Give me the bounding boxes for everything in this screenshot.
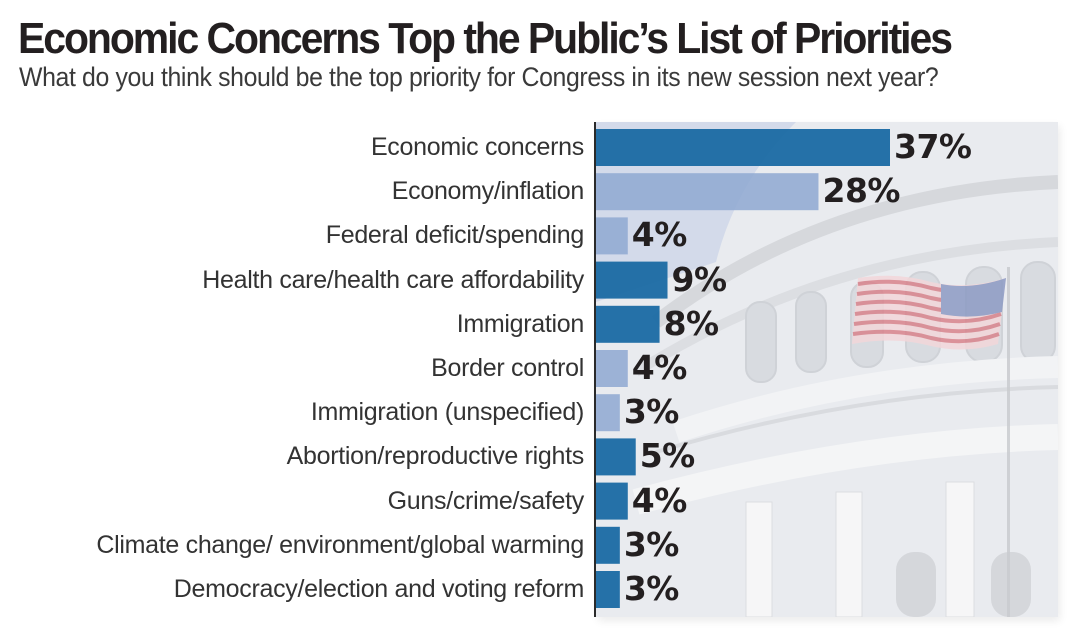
value-label: 4% <box>631 348 688 387</box>
y-axis-line <box>594 122 596 617</box>
category-label: Health care/health care affordability <box>202 265 584 294</box>
category-label: Climate change/ environment/global warmi… <box>96 530 584 559</box>
category-label: Democracy/election and voting reform <box>173 575 585 603</box>
value-label: 8% <box>663 303 720 343</box>
category-label: Immigration (unspecified) <box>310 398 584 427</box>
chart-title: Economic Concerns Top the Public’s List … <box>18 14 953 63</box>
category-label: Economy/inflation <box>391 177 585 206</box>
category-label: Federal deficit/spending <box>325 221 585 250</box>
category-label: Immigration <box>456 309 585 338</box>
value-label: 3% <box>623 524 680 564</box>
category-label: Guns/crime/safety <box>387 486 585 515</box>
chart-subtitle: What do you think should be the top prio… <box>19 62 939 92</box>
value-label: 9% <box>671 259 728 299</box>
category-label: Economic concerns <box>370 133 584 161</box>
value-label: 4% <box>631 215 688 255</box>
category-label: Border control <box>431 354 584 382</box>
value-label: 37% <box>894 127 972 166</box>
value-label: 4% <box>631 480 688 520</box>
value-label: 3% <box>623 392 680 432</box>
category-label: Abortion/reproductive rights <box>286 442 585 471</box>
value-label: 5% <box>639 436 696 476</box>
value-label: 3% <box>623 569 680 608</box>
value-label: 28% <box>822 171 900 211</box>
